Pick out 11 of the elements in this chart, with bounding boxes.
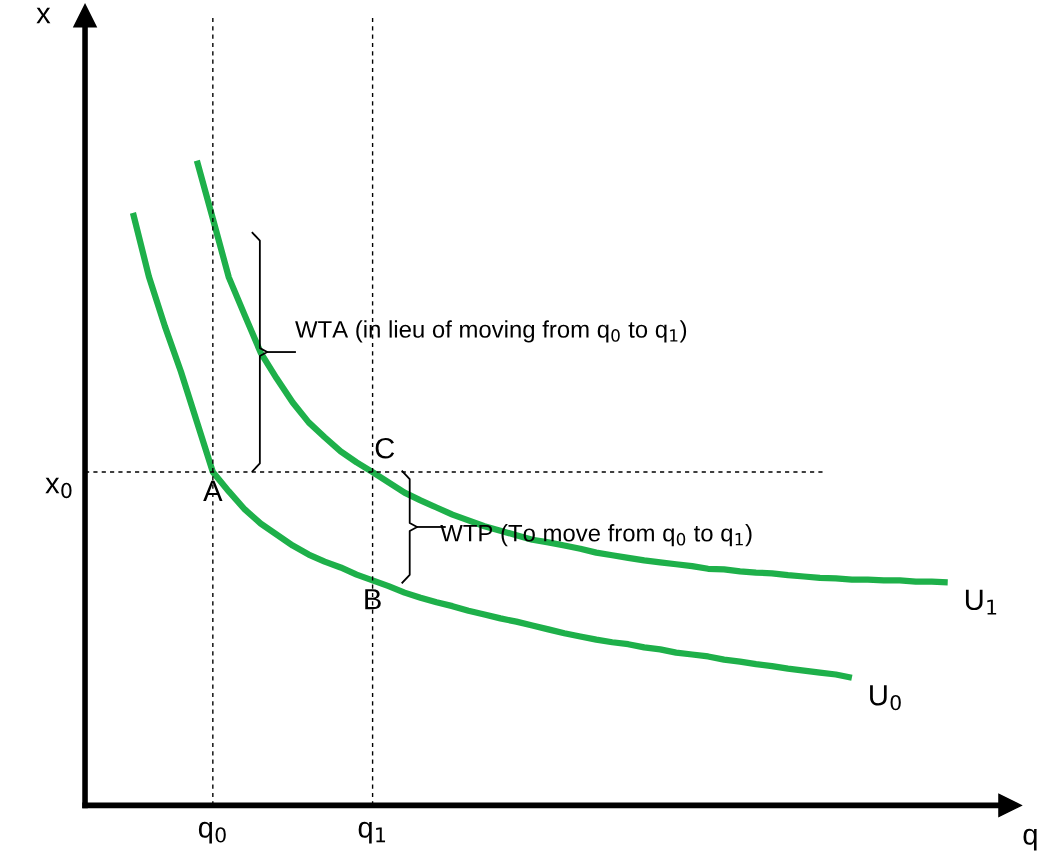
annotation: A: [203, 480, 223, 501]
ref-line-label: x$_{0}$: [45, 477, 72, 499]
annotation: C: [375, 437, 395, 459]
x-tick-label: q$_{1}$: [358, 821, 386, 844]
annotation: B: [365, 589, 381, 610]
y-axis-title: x: [36, 7, 51, 24]
series-label: U$_{1}$: [965, 589, 997, 615]
x-axis-title: q: [1023, 828, 1037, 851]
x-tick-label: q$_{0}$: [198, 821, 226, 844]
series-label: U$_{0}$: [870, 685, 901, 711]
annotation: WTA (in lieu of moving from q$_{0}$ to q$_{1}$): [295, 320, 687, 343]
